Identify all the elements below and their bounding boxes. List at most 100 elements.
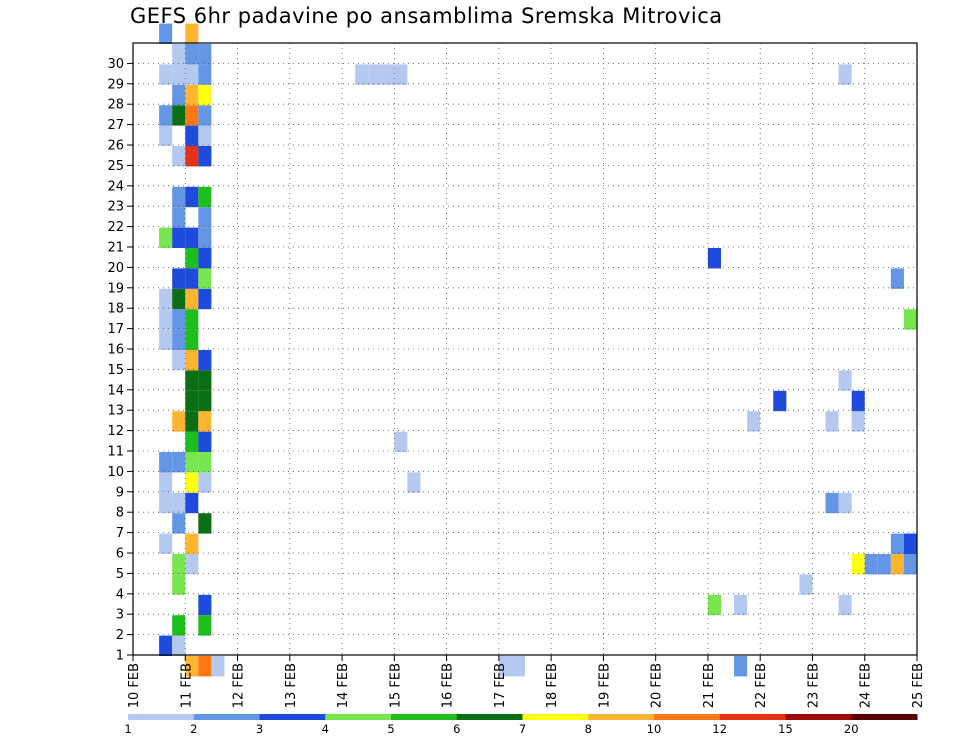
heatmap-cell bbox=[851, 554, 865, 575]
heatmap-cell bbox=[172, 64, 186, 85]
y-tick-label: 3 bbox=[116, 608, 124, 623]
legend-swatch bbox=[588, 714, 655, 720]
heatmap-cell bbox=[198, 227, 212, 248]
heatmap-cell bbox=[172, 513, 186, 534]
heatmap-cell bbox=[172, 186, 186, 208]
x-tick-label: 10 FEB bbox=[127, 663, 142, 708]
heatmap-cell bbox=[172, 309, 186, 330]
heatmap-cell bbox=[185, 431, 199, 452]
y-tick-label: 5 bbox=[116, 567, 124, 582]
legend-swatch bbox=[259, 714, 326, 720]
heatmap-cell bbox=[198, 411, 212, 432]
heatmap-cell bbox=[159, 125, 173, 146]
heatmap-cell bbox=[198, 431, 212, 452]
heatmap-cell bbox=[172, 268, 186, 289]
heatmap-cell bbox=[185, 186, 199, 208]
legend-swatch bbox=[522, 714, 589, 720]
heatmap-cell bbox=[185, 64, 199, 85]
legend-swatch bbox=[654, 714, 721, 720]
heatmap-cell bbox=[198, 350, 212, 371]
heatmap-cell bbox=[185, 309, 199, 330]
heatmap-cell bbox=[394, 64, 408, 85]
y-tick-label: 20 bbox=[107, 261, 124, 276]
heatmap-cell bbox=[172, 146, 186, 167]
heatmap-cell bbox=[159, 472, 173, 493]
legend-label: 2 bbox=[190, 722, 197, 736]
heatmap-cell bbox=[185, 84, 199, 106]
legend-swatch bbox=[325, 714, 392, 720]
heatmap-cell bbox=[185, 656, 199, 677]
heatmap-cell bbox=[838, 370, 852, 391]
heatmap-cell bbox=[185, 472, 199, 493]
x-tick-label: 19 FEB bbox=[597, 663, 612, 708]
legend-swatch bbox=[719, 714, 786, 720]
x-tick-label: 16 FEB bbox=[441, 663, 456, 708]
x-tick-label: 14 FEB bbox=[336, 663, 351, 708]
legend-swatch bbox=[851, 714, 918, 720]
heatmap-cell bbox=[185, 248, 199, 269]
y-tick-label: 14 bbox=[107, 383, 124, 398]
heatmap-cell bbox=[198, 186, 212, 208]
legend-label: 7 bbox=[519, 722, 526, 736]
plot-frame bbox=[132, 42, 918, 656]
heatmap-cell bbox=[185, 390, 199, 412]
heatmap-cell bbox=[159, 329, 173, 350]
heatmap-cell bbox=[198, 472, 212, 493]
y-tick-label: 8 bbox=[116, 506, 124, 521]
color-legend: 1 2 3 4 5 6 7 8 10 12 15 20 bbox=[124, 714, 918, 736]
y-tick-label: 16 bbox=[107, 343, 124, 358]
heatmap-cell bbox=[864, 554, 878, 575]
heatmap-cell bbox=[198, 452, 212, 473]
x-tick-label: 15 FEB bbox=[388, 663, 403, 708]
heatmap-cell bbox=[185, 370, 199, 391]
heatmap-cell bbox=[159, 309, 173, 330]
heatmap-cell bbox=[185, 125, 199, 146]
heatmap-cell bbox=[172, 635, 186, 656]
y-tick-label: 21 bbox=[107, 241, 124, 256]
heatmap-cell bbox=[198, 207, 212, 228]
heatmap-cell bbox=[172, 492, 186, 514]
heatmap-cell bbox=[198, 44, 212, 65]
heatmap-cell bbox=[707, 248, 721, 269]
y-tick-label: 7 bbox=[116, 526, 124, 541]
legend-label: 5 bbox=[387, 722, 394, 736]
heatmap-cell bbox=[198, 64, 212, 85]
heatmap-cell bbox=[381, 64, 395, 85]
heatmap-cell bbox=[185, 288, 199, 310]
y-tick-label: 30 bbox=[107, 57, 124, 72]
heatmap-cell bbox=[172, 207, 186, 228]
legend-swatch bbox=[785, 714, 852, 720]
heatmap-cell bbox=[185, 533, 199, 554]
legend-swatch bbox=[391, 714, 458, 720]
heatmap-cell bbox=[185, 329, 199, 350]
x-tick-label: 22 FEB bbox=[754, 663, 769, 708]
heatmap-cell bbox=[198, 84, 212, 106]
heatmap-cell bbox=[407, 472, 421, 493]
heatmap-cell bbox=[890, 268, 904, 289]
y-tick-label: 18 bbox=[107, 302, 124, 317]
heatmap-cell bbox=[172, 452, 186, 473]
heatmap-cell bbox=[394, 431, 408, 452]
x-axis: 10 FEB 11 FEB 12 FEB 13 FEB 14 FEB 15 FEB 16 F… bbox=[127, 655, 926, 708]
heatmap-cell bbox=[172, 227, 186, 248]
heatmap-cell bbox=[185, 350, 199, 371]
heatmap-cell bbox=[198, 390, 212, 412]
heatmap-cell bbox=[159, 227, 173, 248]
heatmap-cell bbox=[159, 635, 173, 656]
x-tick-label: 23 FEB bbox=[806, 663, 821, 708]
heatmap-cell bbox=[498, 656, 512, 677]
heatmap-cell bbox=[198, 268, 212, 289]
heatmap-cell bbox=[172, 411, 186, 432]
x-tick-label: 11 FEB bbox=[179, 663, 194, 708]
heatmap-cell bbox=[838, 64, 852, 85]
heatmap-cell bbox=[172, 105, 186, 126]
grid-lines bbox=[133, 43, 917, 656]
legend-label: 15 bbox=[778, 722, 793, 736]
legend-label: 20 bbox=[844, 722, 859, 736]
y-tick-label: 23 bbox=[107, 200, 124, 215]
heatmap-cell bbox=[799, 574, 813, 595]
heatmap-cell bbox=[172, 44, 186, 65]
y-tick-label: 28 bbox=[107, 98, 124, 113]
heatmap-cell bbox=[851, 390, 865, 412]
x-tick-label: 20 FEB bbox=[650, 663, 665, 708]
